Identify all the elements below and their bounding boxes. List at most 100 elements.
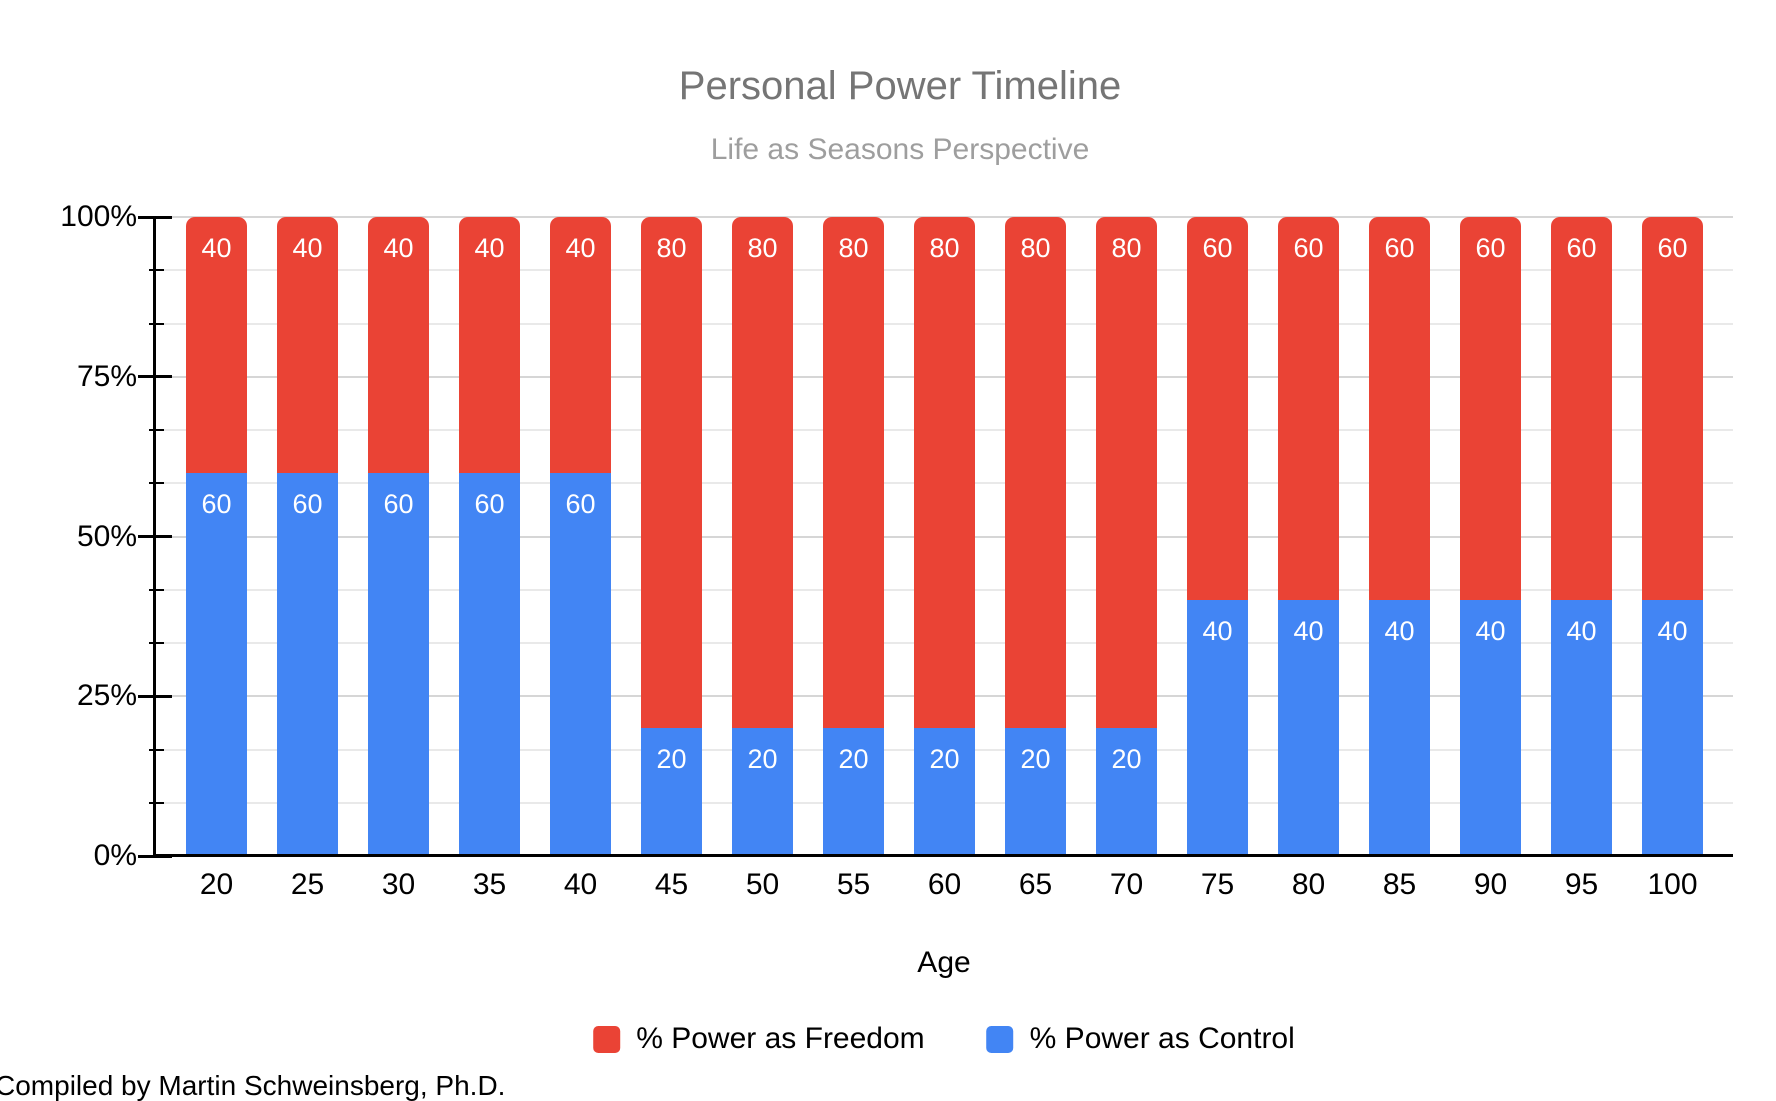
bar-segment-freedom[interactable]: 80 bbox=[1005, 217, 1066, 729]
x-axis-tick-label: 30 bbox=[381, 868, 416, 901]
x-axis-tick-label: 70 bbox=[1109, 868, 1144, 901]
bar-segment-control[interactable]: 40 bbox=[1551, 600, 1612, 856]
bar-group: 40 60 bbox=[368, 217, 429, 856]
bar-value-label-freedom: 80 bbox=[1020, 233, 1051, 263]
x-axis-tick-label: 50 bbox=[745, 868, 780, 901]
y-axis-tick-minor bbox=[149, 482, 164, 485]
bar-value-label-control: 60 bbox=[474, 488, 505, 519]
bar-segment-freedom[interactable]: 60 bbox=[1551, 217, 1612, 601]
bar-segment-control[interactable]: 60 bbox=[186, 472, 247, 856]
bar-value-label-control: 20 bbox=[929, 744, 960, 775]
bar-value-label-freedom: 60 bbox=[1202, 233, 1233, 263]
bar-value-label-control: 40 bbox=[1475, 616, 1506, 647]
bar-segment-control[interactable]: 60 bbox=[550, 472, 611, 856]
x-axis-tick-label: 65 bbox=[1018, 868, 1053, 901]
bar-value-label-freedom: 40 bbox=[292, 233, 323, 263]
bar-value-label-control: 40 bbox=[1384, 616, 1415, 647]
footer-attribution: Compiled by Martin Schweinsberg, Ph.D. bbox=[0, 1070, 506, 1101]
y-axis-tick-minor bbox=[149, 322, 164, 325]
bar-segment-freedom[interactable]: 80 bbox=[732, 217, 793, 729]
bar-group: 80 20 bbox=[1005, 217, 1066, 856]
legend-item-control[interactable]: % Power as Control bbox=[986, 1022, 1295, 1056]
bar-segment-freedom[interactable]: 60 bbox=[1278, 217, 1339, 601]
bar-group: 60 40 bbox=[1460, 217, 1521, 856]
bar-value-label-control: 60 bbox=[201, 488, 232, 519]
bar-segment-freedom[interactable]: 40 bbox=[277, 217, 338, 473]
bar-group: 80 20 bbox=[1096, 217, 1157, 856]
bar-group: 80 20 bbox=[914, 217, 975, 856]
bar-value-label-freedom: 80 bbox=[656, 233, 687, 263]
bar-value-label-freedom: 60 bbox=[1293, 233, 1324, 263]
bar-segment-control[interactable]: 20 bbox=[1096, 728, 1157, 856]
y-axis-tick-label: 75% bbox=[76, 359, 137, 393]
bar-segment-control[interactable]: 20 bbox=[823, 728, 884, 856]
x-axis-tick-label: 20 bbox=[199, 868, 234, 901]
bar-group: 60 40 bbox=[1642, 217, 1703, 856]
bar-group: 40 60 bbox=[550, 217, 611, 856]
bar-segment-freedom[interactable]: 80 bbox=[914, 217, 975, 729]
bar-value-label-control: 60 bbox=[292, 488, 323, 519]
bar-group: 40 60 bbox=[277, 217, 338, 856]
bar-value-label-control: 20 bbox=[838, 744, 869, 775]
x-axis-tick-label: 55 bbox=[836, 868, 871, 901]
bar-value-label-freedom: 40 bbox=[383, 233, 414, 263]
bar-segment-control[interactable]: 40 bbox=[1460, 600, 1521, 856]
bar-segment-control[interactable]: 40 bbox=[1369, 600, 1430, 856]
bar-value-label-freedom: 80 bbox=[838, 233, 869, 263]
bar-segment-control[interactable]: 20 bbox=[732, 728, 793, 856]
bar-segment-freedom[interactable]: 40 bbox=[186, 217, 247, 473]
bar-group: 80 20 bbox=[641, 217, 702, 856]
bar-segment-control[interactable]: 60 bbox=[459, 472, 520, 856]
bar-segment-freedom[interactable]: 40 bbox=[368, 217, 429, 473]
chart-title: Personal Power Timeline bbox=[678, 64, 1122, 108]
legend-item-freedom[interactable]: % Power as Freedom bbox=[593, 1022, 925, 1056]
bar-segment-freedom[interactable]: 60 bbox=[1460, 217, 1521, 601]
y-axis-tick-minor bbox=[149, 642, 164, 644]
bar-segment-control[interactable]: 20 bbox=[914, 728, 975, 856]
y-axis-tick-label: 100% bbox=[60, 200, 137, 233]
chart-subtitle: Life as Seasons Perspective bbox=[710, 133, 1090, 166]
bar-segment-freedom[interactable]: 60 bbox=[1187, 217, 1248, 601]
bar-value-label-freedom: 80 bbox=[747, 233, 778, 263]
bar-segment-control[interactable]: 40 bbox=[1278, 600, 1339, 856]
bar-segment-freedom[interactable]: 60 bbox=[1642, 217, 1703, 601]
bar-segment-control[interactable]: 60 bbox=[368, 472, 429, 856]
bar-segment-control[interactable]: 40 bbox=[1642, 600, 1703, 856]
bar-segment-freedom[interactable]: 80 bbox=[641, 217, 702, 729]
bar-segment-freedom[interactable]: 40 bbox=[550, 217, 611, 473]
bar-value-label-control: 40 bbox=[1293, 616, 1324, 647]
bar-group: 40 60 bbox=[459, 217, 520, 856]
bar-segment-freedom[interactable]: 40 bbox=[459, 217, 520, 473]
x-axis-tick-label: 60 bbox=[927, 868, 962, 901]
bar-segment-freedom[interactable]: 80 bbox=[1096, 217, 1157, 729]
x-axis-tick-label: 45 bbox=[654, 868, 689, 901]
legend-label-freedom: % Power as Freedom bbox=[636, 1022, 925, 1055]
bar-group: 60 40 bbox=[1551, 217, 1612, 856]
bar-segment-control[interactable]: 20 bbox=[641, 728, 702, 856]
x-axis-tick-label: 85 bbox=[1382, 868, 1417, 901]
y-axis-tick-major bbox=[138, 215, 172, 219]
bar-value-label-control: 60 bbox=[383, 488, 414, 519]
bar-value-label-freedom: 60 bbox=[1657, 233, 1688, 263]
bar-group: 60 40 bbox=[1187, 217, 1248, 856]
bar-segment-control[interactable]: 40 bbox=[1187, 600, 1248, 856]
bar-segment-freedom[interactable]: 80 bbox=[823, 217, 884, 729]
bar-value-label-freedom: 80 bbox=[1111, 233, 1142, 263]
x-axis-labels: 20 25 30 35 40 45 50 55 60 65 70 75 80 85 90 95 100 bbox=[155, 868, 1733, 902]
bar-value-label-freedom: 80 bbox=[929, 233, 960, 263]
bar-segment-freedom[interactable]: 60 bbox=[1369, 217, 1430, 601]
bar-segment-control[interactable]: 20 bbox=[1005, 728, 1066, 856]
y-axis-tick-major bbox=[138, 694, 172, 698]
y-axis-tick-major bbox=[138, 375, 172, 379]
bar-value-label-freedom: 40 bbox=[565, 233, 596, 263]
y-axis-tick-minor bbox=[149, 269, 164, 272]
bar-value-label-control: 40 bbox=[1566, 616, 1597, 647]
y-axis-tick-minor bbox=[149, 748, 164, 751]
bar-value-label-control: 40 bbox=[1657, 616, 1688, 647]
bar-group: 60 40 bbox=[1278, 217, 1339, 856]
bar-segment-control[interactable]: 60 bbox=[277, 472, 338, 856]
y-axis-tick-minor bbox=[149, 801, 164, 804]
bar-value-label-freedom: 40 bbox=[201, 233, 232, 263]
bar-value-label-control: 20 bbox=[1020, 744, 1051, 775]
